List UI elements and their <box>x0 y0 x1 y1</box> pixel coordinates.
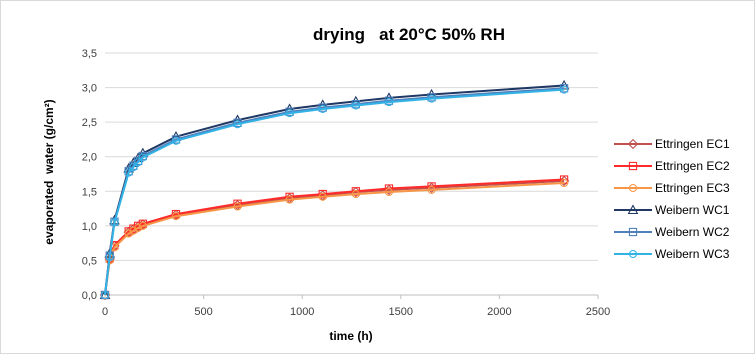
data-point-weibern-wc3-4 <box>129 163 138 172</box>
legend-item-weibern-wc1: Weibern WC1 <box>614 203 730 217</box>
data-point-weibern-wc3-12 <box>384 98 394 107</box>
series-line-weibern-wc1 <box>104 84 565 296</box>
data-point-weibern-wc3-14 <box>560 85 569 94</box>
series-line-ettringen-ec1 <box>104 179 565 296</box>
legend-marker-ettringen-ec3 <box>628 183 638 193</box>
legend-label-weibern-wc2: Weibern WC2 <box>655 225 730 239</box>
data-point-ettringen-ec3-8 <box>233 202 242 211</box>
x-tick-label-5: 2500 <box>586 306 610 318</box>
data-point-ettringen-ec3-12 <box>384 187 394 197</box>
data-point-weibern-wc3-9 <box>285 109 294 118</box>
legend-item-weibern-wc3: Weibern WC3 <box>614 247 730 261</box>
x-tick-label-2: 1000 <box>290 306 314 318</box>
gridlines <box>105 52 598 261</box>
series-line-weibern-wc3 <box>104 88 565 296</box>
data-point-weibern-wc3-13 <box>427 94 436 103</box>
data-point-ettringen-ec3-5 <box>134 223 143 232</box>
data-point-ettringen-ec3-3 <box>124 229 133 238</box>
legend-label-weibern-wc1: Weibern WC1 <box>655 203 730 217</box>
x-tick-label-4: 2000 <box>487 306 511 318</box>
series-weibern-wc3 <box>100 85 569 300</box>
series-weibern-wc1 <box>99 79 570 300</box>
x-tick-label-0: 0 <box>102 306 108 318</box>
data-point-ettringen-ec3-6 <box>138 221 147 230</box>
data-point-ettringen-ec2-7 <box>171 209 181 219</box>
legend-marker-weibern-wc3 <box>628 249 638 259</box>
y-tick-label-4: 2,0 <box>82 152 97 164</box>
x-tick-label-3: 1500 <box>389 306 413 318</box>
chart-title: drying at 20°C 50% RH <box>313 25 505 44</box>
legend-label-weibern-wc3: Weibern WC3 <box>655 247 730 261</box>
legend-marker-weibern-wc2 <box>628 227 638 237</box>
axes <box>104 294 599 299</box>
legend-marker-ettringen-ec2 <box>628 161 638 171</box>
data-point-weibern-wc3-2 <box>110 218 119 227</box>
data-point-ettringen-ec3-9 <box>285 195 294 204</box>
data-point-weibern-wc3-8 <box>233 120 242 129</box>
legend-item-ettringen-ec3: Ettringen EC3 <box>614 181 730 195</box>
y-tick-label-5: 2,5 <box>82 117 97 129</box>
legend-item-weibern-wc2: Weibern WC2 <box>614 225 730 239</box>
data-point-weibern-wc3-7 <box>171 136 181 145</box>
series-line-ettringen-ec3 <box>104 182 565 296</box>
data-point-ettringen-ec2-6 <box>138 219 148 228</box>
data-point-ettringen-ec3-4 <box>129 226 138 235</box>
data-point-weibern-wc3-3 <box>124 168 133 177</box>
data-point-weibern-wc3-10 <box>318 104 327 114</box>
y-tick-label-2: 1,0 <box>82 221 97 233</box>
legend-marker-weibern-wc1 <box>627 204 639 215</box>
legend-label-ettringen-ec1: Ettringen EC1 <box>655 137 730 151</box>
data-point-weibern-wc3-0 <box>100 290 110 300</box>
y-tick-label-7: 3,5 <box>82 48 97 60</box>
x-tick-labels: 0 500 1000 1500 2000 2500 <box>102 306 610 318</box>
x-tick-label-1: 500 <box>194 306 212 318</box>
y-tick-label-0: 0,0 <box>82 290 97 302</box>
data-point-ettringen-ec3-13 <box>427 185 436 194</box>
y-tick-label-1: 0,5 <box>82 255 97 267</box>
y-axis-title: evaporated water (g/cm²) <box>42 99 56 244</box>
series-line-ettringen-ec2 <box>104 178 565 296</box>
series-layer <box>99 79 570 301</box>
data-point-weibern-wc3-6 <box>138 153 147 162</box>
data-point-ettringen-ec3-14 <box>560 178 569 188</box>
legend-item-ettringen-ec1: Ettringen EC1 <box>614 137 730 151</box>
y-tick-label-6: 3,0 <box>82 83 97 95</box>
y-tick-label-3: 1,5 <box>82 186 97 198</box>
series-ettringen-ec3 <box>100 178 569 300</box>
legend: Ettringen EC1 Ettringen EC2 Ettringen EC3 W… <box>614 137 730 261</box>
legend-marker-ettringen-ec1 <box>627 138 639 150</box>
data-point-weibern-wc3-5 <box>134 158 143 167</box>
y-tick-labels: 0,0 0,5 1,0 1,5 2,0 2,5 3,0 3,5 <box>82 48 97 302</box>
data-point-ettringen-ec3-7 <box>171 212 181 221</box>
legend-label-ettringen-ec2: Ettringen EC2 <box>655 159 730 173</box>
x-axis-title: time (h) <box>329 329 372 343</box>
data-point-ettringen-ec3-10 <box>318 192 327 201</box>
data-point-ettringen-ec3-11 <box>351 190 360 199</box>
data-point-weibern-wc3-11 <box>351 101 360 110</box>
legend-label-ettringen-ec3: Ettringen EC3 <box>655 181 730 195</box>
data-point-weibern-wc3-1 <box>105 252 114 262</box>
legend-item-ettringen-ec2: Ettringen EC2 <box>614 159 730 173</box>
